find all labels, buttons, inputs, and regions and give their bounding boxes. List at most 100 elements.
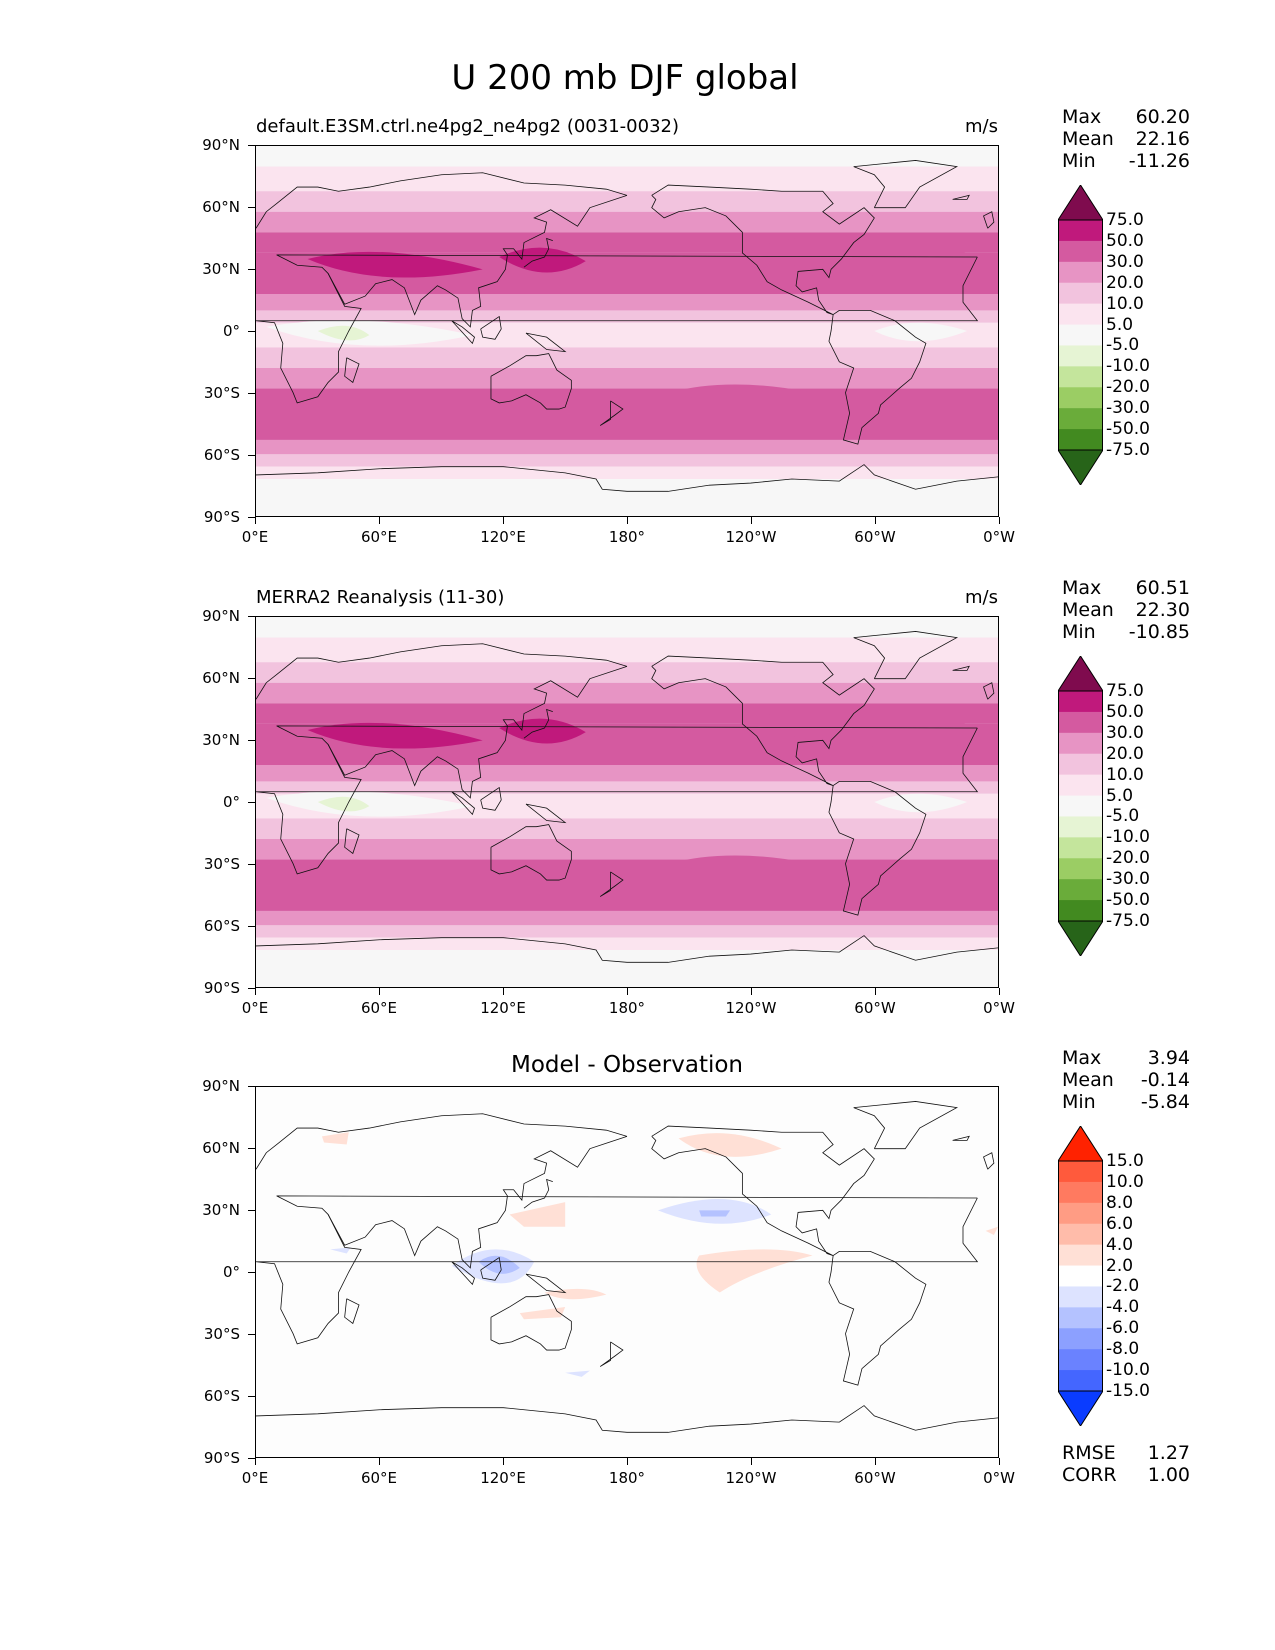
colorbar-label: -5.0	[1106, 806, 1140, 827]
difference-contour	[478, 1255, 520, 1274]
colorbar-label: -75.0	[1106, 440, 1150, 460]
test-panel: default.E3SM.ctrl.ne4pg2_ne4pg2 (0031-00…	[0, 106, 1275, 546]
stat-mean: 22.30	[1135, 599, 1190, 621]
field-band	[256, 294, 998, 311]
field-band	[256, 637, 998, 663]
colorbar-frame	[1058, 1160, 1103, 1392]
colorbar-label: -30.0	[1106, 869, 1150, 890]
lat-tick	[248, 145, 255, 147]
colorbar-segment	[1058, 1244, 1103, 1267]
field-band	[256, 839, 998, 860]
colorbar-label: 50.0	[1106, 701, 1144, 722]
colorbar-segment	[1058, 858, 1103, 880]
colorbar-segment	[1058, 345, 1103, 367]
metric-corr: 1.00	[1147, 1464, 1190, 1486]
lat-tick-label: 0°	[222, 793, 240, 811]
field-band	[256, 310, 998, 323]
lon-tick-label: 0°E	[241, 999, 269, 1017]
lon-tick-label: 120°W	[725, 1469, 777, 1487]
lon-tick	[751, 517, 753, 524]
lat-tick-label: 90°N	[202, 607, 240, 625]
easterly-core	[317, 325, 370, 341]
colorbar-segment	[1058, 1161, 1103, 1183]
colorbar-label: 75.0	[1106, 681, 1144, 701]
stat-min: -5.84	[1140, 1091, 1190, 1113]
colorbar-label: 50.0	[1106, 230, 1144, 251]
difference-contour	[330, 1247, 351, 1254]
field-band	[256, 818, 998, 839]
colorbar-label: -2.0	[1106, 1276, 1140, 1297]
field-band	[256, 682, 998, 704]
lon-tick-label: 120°E	[480, 528, 526, 546]
colorbar-label: -8.0	[1106, 1339, 1140, 1360]
lon-tick-label: 0°W	[983, 528, 1015, 546]
colorbar-label: 20.0	[1106, 743, 1144, 764]
colorbar-label: 5.0	[1106, 785, 1134, 806]
easterly-region	[266, 791, 473, 817]
field-band	[256, 859, 998, 911]
colorbar-label: -10.0	[1106, 356, 1150, 377]
lon-tick	[503, 517, 505, 524]
colorbar-label: 5.0	[1106, 314, 1134, 335]
lon-tick	[999, 988, 1001, 995]
colorbar-extend-bottom	[1057, 1390, 1104, 1427]
lon-tick-label: 0°W	[983, 999, 1015, 1017]
stats-box: Max 60.20 Mean 22.16 Min -11.26	[1062, 106, 1190, 172]
field-band	[256, 617, 998, 638]
colorbar-extend-top	[1057, 184, 1104, 221]
difference-map	[255, 1086, 999, 1458]
lat-tick	[248, 1086, 255, 1088]
colorbar-segment	[1058, 816, 1103, 838]
lon-tick	[255, 988, 257, 995]
colorbar-segment	[1058, 1223, 1103, 1246]
colorbar-frame	[1058, 219, 1103, 451]
lon-tick	[875, 1458, 877, 1465]
colorbar-label: 20.0	[1106, 272, 1144, 293]
lat-tick-label: 90°N	[202, 1077, 240, 1095]
difference-contour	[519, 1306, 566, 1320]
colorbar-label: -20.0	[1106, 377, 1150, 398]
lon-tick	[255, 517, 257, 524]
lat-tick	[248, 1210, 255, 1212]
colorbar-label: 6.0	[1106, 1213, 1134, 1234]
lat-tick	[248, 678, 255, 680]
colorbar-segment	[1058, 691, 1103, 713]
colorbar-frame	[1058, 690, 1103, 922]
lat-tick-label: 30°S	[203, 1325, 240, 1343]
lon-tick	[627, 1458, 629, 1465]
colorbar-label: 2.0	[1106, 1255, 1134, 1276]
colorbar-segment	[1058, 408, 1103, 430]
reference-panel: MERRA2 Reanalysis (11-30) m/s Max 60.51 M…	[0, 577, 1275, 1017]
colorbar-label: -50.0	[1106, 890, 1150, 911]
colorbar-segment	[1058, 220, 1103, 242]
lon-tick	[627, 988, 629, 995]
lat-tick-label: 90°S	[203, 508, 240, 526]
stat-mean: -0.14	[1140, 1069, 1190, 1091]
colorbar-extend-top	[1057, 655, 1104, 692]
lon-tick	[999, 517, 1001, 524]
colorbar-segment	[1058, 324, 1103, 346]
jet-core-asia	[307, 722, 483, 749]
colorbar-segment	[1058, 282, 1103, 305]
colorbar-label: 10.0	[1106, 1171, 1144, 1192]
lat-tick-label: 90°S	[203, 1449, 240, 1467]
lat-tick-label: 90°S	[203, 979, 240, 997]
colorbar-segment	[1058, 1307, 1103, 1329]
lat-tick-label: 90°N	[202, 136, 240, 154]
stats-box: Max 60.51 Mean 22.30 Min -10.85	[1062, 577, 1190, 643]
colorbar	[1057, 184, 1104, 486]
panel-title: Model - Observation	[510, 1052, 744, 1078]
lat-tick	[248, 1396, 255, 1398]
difference-contour	[985, 1226, 998, 1235]
lon-tick	[751, 1458, 753, 1465]
difference-contour	[544, 1288, 607, 1300]
colorbar-label: -50.0	[1106, 419, 1150, 440]
colorbar-label: 15.0	[1106, 1151, 1144, 1171]
lat-tick-label: 60°S	[203, 917, 240, 935]
lat-tick	[248, 393, 255, 395]
jet-core-asia	[307, 251, 483, 278]
field-band	[256, 479, 998, 516]
difference-contour	[678, 1133, 782, 1157]
stat-min: -11.26	[1128, 150, 1190, 172]
field-band	[256, 347, 998, 368]
